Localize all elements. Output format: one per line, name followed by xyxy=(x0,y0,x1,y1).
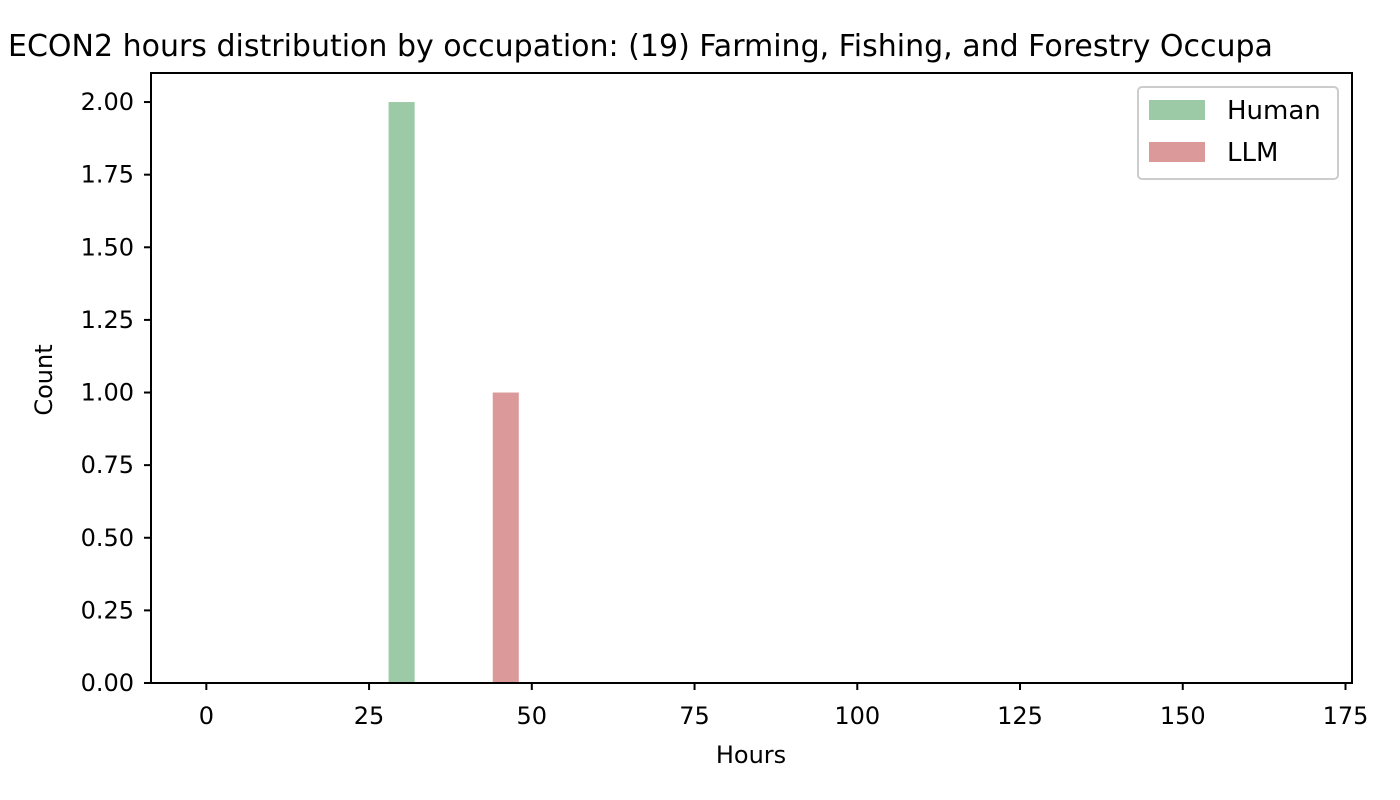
chart-title: ECON2 hours distribution by occupation: … xyxy=(8,29,1273,64)
x-tick-label: 125 xyxy=(997,702,1043,730)
x-tick-label: 0 xyxy=(199,702,214,730)
y-tick-label: 0.25 xyxy=(81,596,134,624)
bar-human-0 xyxy=(388,102,415,684)
x-tick-label: 75 xyxy=(679,702,710,730)
x-tick-label: 100 xyxy=(834,702,880,730)
x-axis-ticks: 0 25 50 75 100 125 150 175 xyxy=(199,683,1369,730)
x-tick-label: 50 xyxy=(517,702,548,730)
y-tick-label: 1.50 xyxy=(81,233,134,261)
legend-swatch-llm xyxy=(1149,142,1205,162)
y-tick-label: 1.25 xyxy=(81,306,134,334)
y-axis-label: Count xyxy=(30,344,58,415)
y-tick-label: 0.50 xyxy=(81,524,134,552)
legend: Human LLM xyxy=(1137,86,1339,180)
y-axis-ticks: 0.00 0.25 0.50 0.75 1.00 1.25 1.50 1.75 2.00 xyxy=(81,88,151,697)
x-tick-label: 150 xyxy=(1160,702,1206,730)
legend-label-human: Human xyxy=(1227,96,1321,126)
legend-swatch-human xyxy=(1149,100,1205,120)
x-tick-label: 25 xyxy=(354,702,385,730)
y-tick-label: 2.00 xyxy=(81,88,134,116)
bar-llm-0 xyxy=(492,392,519,683)
x-tick-label: 175 xyxy=(1323,702,1369,730)
y-tick-label: 0.75 xyxy=(81,451,134,479)
y-tick-label: 0.00 xyxy=(81,669,134,697)
legend-label-llm: LLM xyxy=(1227,138,1278,168)
plot-area-frame xyxy=(150,72,1353,684)
y-tick-label: 1.00 xyxy=(81,379,134,407)
bars-layer xyxy=(388,102,519,684)
x-axis-label: Hours xyxy=(716,741,786,769)
y-tick-label: 1.75 xyxy=(81,161,134,189)
